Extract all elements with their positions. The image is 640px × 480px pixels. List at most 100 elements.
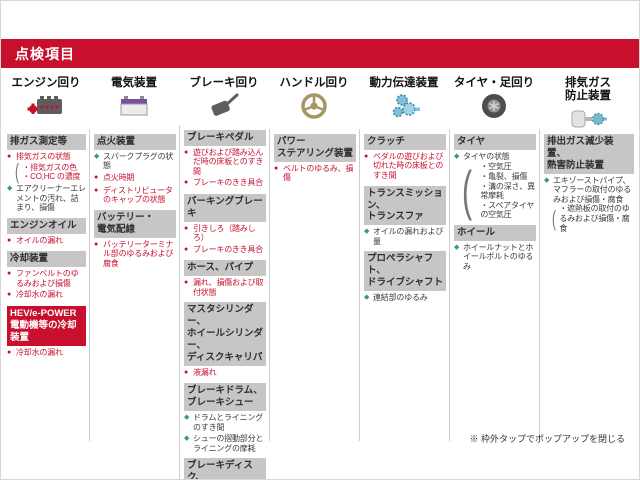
inspection-item: ● 引きしろ（踏みしろ）	[184, 224, 266, 243]
item-text: ブレーキのきき具合	[193, 244, 263, 254]
battery-icon	[89, 92, 179, 125]
column-body-exhaust: 排出ガス減少装置、 熱害防止装置 ◆ エキゾーストパイプ、マフラーの取付のゆるみおよ…	[539, 129, 637, 441]
sub-item-group: (・排気ガスの色 ・CO,HC の濃度	[15, 161, 86, 183]
column-drivetrain: 動力伝達装置クラッチ ● ペダルの遊びおよび切れた時の床板とのすき間トランスミッショ…	[359, 77, 449, 441]
section-header: 排出ガス減少装置、 熱害防止装置	[544, 134, 634, 174]
item-text: 連結部のゆるみ	[373, 293, 428, 303]
item-text: エアクリーナーエレメントの汚れ、詰まり、損傷	[16, 184, 86, 213]
inspection-item: ◆ ドラムとライニングのすき間	[184, 413, 266, 432]
page-title: 点検項目	[15, 45, 75, 62]
item-text: 引きしろ（踏みしろ）	[193, 223, 256, 243]
item-text: バッテリーターミナル部のゆるみおよび腐食	[103, 239, 174, 268]
close-popup-hint: ※ 枠外タップでポップアップを閉じる	[469, 434, 625, 444]
item-text: ペダルの遊びおよび切れた時の床板とのすき間	[373, 151, 444, 181]
section-header: ブレーキペダル	[184, 129, 266, 146]
inspection-item: ● 排気ガスの状態	[7, 152, 86, 163]
sub-lines: ・遮熱板の取付のゆるみおよび損傷・腐食	[559, 204, 634, 233]
item-text: ディストリビュータのキャップの状態	[103, 185, 173, 205]
sub-item: ・遮熱板の取付のゆるみおよび損傷・腐食	[559, 204, 630, 233]
bullet-circle-icon: ●	[184, 224, 189, 232]
engine-icon	[3, 92, 89, 125]
bullet-circle-icon: ●	[184, 368, 189, 376]
bullet-diamond-icon: ◆	[364, 294, 370, 302]
column-body-drivetrain: クラッチ ● ペダルの遊びおよび切れた時の床板とのすき間トランスミッション、 トラン…	[359, 129, 449, 441]
bullet-circle-icon: ●	[184, 279, 189, 287]
column-label: 排気ガス 防止装置	[565, 77, 611, 102]
brake-pedal-icon	[179, 92, 269, 125]
section-header: パワー ステアリング装置	[274, 134, 356, 162]
inspection-item: ◆ スパークプラグの状態	[94, 152, 176, 171]
bullet-circle-icon: ●	[7, 291, 12, 299]
item-text: 遊びおよび踏み込んだ時の床板とのすき間	[193, 147, 264, 176]
sub-item: ・CO,HC の濃度	[22, 172, 81, 182]
column-label: 電気装置	[111, 77, 157, 89]
section-header: ホース、パイプ	[184, 260, 266, 277]
bullet-circle-icon: ●	[184, 148, 189, 156]
section-header: ブレーキドラム、 ブレーキシュー	[184, 383, 266, 411]
column-body-engine: 排ガス測定等 ● 排気ガスの状態(・排気ガスの色 ・CO,HC の濃度 ◆ エアクリーナー…	[3, 129, 89, 441]
column-body-electrical: 点火装置 ◆ スパークプラグの状態 ● 点火時期 ● ディストリビュータのキャップの状態 バッ…	[89, 129, 179, 441]
column-label: エンジン回り	[11, 77, 81, 89]
bullet-diamond-icon: ◆	[364, 228, 370, 236]
item-text: ブレーキのきき具合	[193, 178, 263, 188]
item-text: エキゾーストパイプ、マフラーの取付のゆるみおよび損傷・腐食	[553, 175, 631, 204]
section-header: ブレーキディスク、 ブレーキパッド	[184, 458, 266, 479]
steering-wheel-icon	[269, 92, 359, 125]
open-paren: (	[552, 205, 557, 231]
inspection-columns: エンジン回り 排ガス測定等 ● 排気ガスの状態(・排気ガスの色 ・CO,HC の濃度 ◆ エ…	[3, 77, 637, 479]
item-text: オイルの漏れおよび量	[373, 227, 444, 246]
sub-item: ・空気圧	[480, 162, 512, 172]
sub-lines: ・排気ガスの色 ・CO,HC の濃度	[22, 163, 80, 182]
column-electrical: 電気装置 点火装置 ◆ スパークプラグの状態 ● 点火時期 ● ディストリビュータのキャップの…	[89, 77, 179, 441]
bullet-circle-icon: ●	[7, 236, 12, 244]
inspection-item: ◆ タイヤの状態	[454, 152, 536, 163]
sub-item-group: (・空気圧 ・亀裂、損傷 ・溝の深さ、異常摩耗 ・スペアタイヤの空気圧	[462, 162, 536, 220]
bullet-circle-icon: ●	[184, 245, 189, 253]
inspection-item: ◆ エアクリーナーエレメントの汚れ、詰まり、損傷	[7, 184, 86, 213]
item-text: ホイールナットとホイールボルトのゆるみ	[463, 242, 534, 271]
column-body-tires: タイヤ ◆ タイヤの状態(・空気圧 ・亀裂、損傷 ・溝の深さ、異常摩耗 ・スペアタイヤの空…	[449, 129, 539, 441]
bullet-diamond-icon: ◆	[184, 413, 190, 421]
section-header: バッテリー・ 電気配線	[94, 209, 176, 238]
item-text: 冷却水の漏れ	[16, 347, 63, 357]
column-engine: エンジン回り排ガス測定等 ● 排気ガスの状態(・排気ガスの色 ・CO,HC の濃度 ◆ エ…	[3, 77, 89, 441]
column-header-steering: ハンドル回り	[269, 77, 359, 129]
sub-item: ・排気ガスの色	[22, 162, 77, 172]
bullet-diamond-icon: ◆	[454, 243, 460, 251]
column-steering: ハンドル回り パワー ステアリング装置 ● ベルトのゆるみ、損傷	[269, 77, 359, 441]
inspection-item: ◆ 連結部のゆるみ	[364, 293, 446, 304]
inspection-item: ● ペダルの遊びおよび切れた時の床板とのすき間	[364, 152, 446, 181]
bullet-diamond-icon: ◆	[454, 152, 460, 160]
column-exhaust: 排気ガス 防止装置排出ガス減少装置、 熱害防止装置 ◆ エキゾーストパイプ、マフラー…	[539, 77, 637, 441]
section-header: ホイール	[454, 224, 536, 241]
item-text: オイルの漏れ	[16, 235, 63, 245]
item-text: ドラムとライニングのすき間	[193, 412, 263, 432]
bullet-diamond-icon: ◆	[94, 152, 100, 160]
inspection-item: ● ファンベルトのゆるみおよび損傷	[7, 269, 86, 288]
section-header: タイヤ	[454, 134, 536, 150]
inspection-item: ● ブレーキのきき具合	[184, 178, 266, 189]
section-header: トランスミッション、 トランスファ	[364, 185, 446, 226]
bullet-circle-icon: ●	[94, 186, 99, 194]
column-header-drivetrain: 動力伝達装置	[359, 77, 449, 129]
sub-item-group: (・遮熱板の取付のゆるみおよび損傷・腐食	[552, 204, 634, 233]
inspection-item: ● ディストリビュータのキャップの状態	[94, 186, 176, 205]
bullet-circle-icon: ●	[274, 164, 279, 172]
column-header-electrical: 電気装置	[89, 77, 179, 129]
section-header: クラッチ	[364, 134, 446, 150]
bullet-circle-icon: ●	[7, 152, 12, 160]
section-header: 排ガス測定等	[7, 134, 86, 150]
inspection-item: ● ブレーキのきき具合	[184, 245, 266, 256]
inspection-item: ● 冷却水の漏れ	[7, 290, 86, 301]
column-brake: ブレーキ回り ブレーキペダル ● 遊びおよび踏み込んだ時の床板とのすき間 ● ブレーキのき…	[179, 77, 269, 479]
sub-item: ・亀裂、損傷	[480, 171, 528, 181]
item-text: 冷却水の漏れ	[16, 290, 63, 300]
item-text: 点火時期	[103, 173, 135, 183]
item-text: 排気ガスの状態	[16, 151, 71, 161]
bullet-circle-icon: ●	[94, 240, 99, 248]
section-header: HEV/e-POWER 電動機等の冷却装置	[7, 305, 86, 346]
section-header: パーキングブレーキ	[184, 193, 266, 222]
section-header: エンジンオイル	[7, 217, 86, 234]
bullet-circle-icon: ●	[94, 174, 99, 182]
